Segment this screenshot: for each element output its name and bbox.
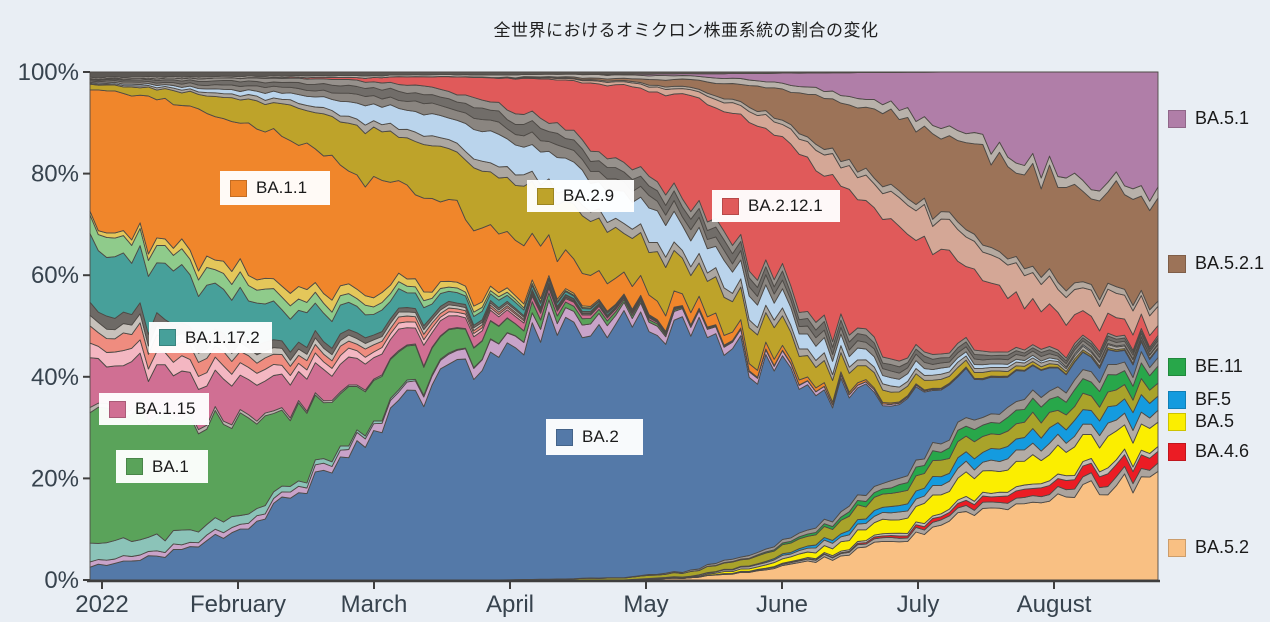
color-swatch-icon <box>126 458 143 475</box>
chart-label-BA.1: BA.1 <box>116 450 208 483</box>
chart-label-text: BA.2.9 <box>563 186 615 205</box>
color-swatch-icon <box>159 329 176 346</box>
legend-label: BE.11 <box>1195 356 1243 376</box>
color-swatch-icon <box>109 400 126 418</box>
y-axis-label: 20% <box>31 465 79 492</box>
x-axis-label: February <box>190 591 286 618</box>
chart-title: 全世界におけるオミクロン株亜系統の割合の変化 <box>493 21 879 40</box>
x-axis-label: July <box>897 591 940 618</box>
legend-label: BA.5.2 <box>1195 537 1250 557</box>
chart-label-text: BA.1.15 <box>135 399 196 418</box>
legend-label: BA.5.2.1 <box>1195 253 1265 273</box>
y-axis-label: 60% <box>31 262 79 289</box>
color-swatch-icon <box>722 197 739 215</box>
chart-label-BA.1.1: BA.1.1 <box>220 171 330 205</box>
chart-label-BA.2.12.1: BA.2.12.1 <box>712 190 840 222</box>
legend-label: BA.5 <box>1195 411 1235 431</box>
color-swatch-icon <box>1168 538 1186 557</box>
chart-label-text: BA.1.17.2 <box>185 327 260 347</box>
chart-label-BA.1.15: BA.1.15 <box>99 393 209 425</box>
color-swatch-icon <box>1168 254 1186 273</box>
legend-item-BA.5.2.1: BA.5.2.1 <box>1168 253 1264 274</box>
color-swatch-icon <box>537 187 554 205</box>
color-swatch-icon <box>1168 412 1186 431</box>
legend-item-BE.11: BE.11 <box>1168 356 1243 377</box>
legend-label: BF.5 <box>1195 389 1232 409</box>
chart-label-BA.2: BA.2 <box>546 419 643 455</box>
legend-item-BA.5.1: BA.5.1 <box>1168 108 1249 129</box>
color-swatch-icon <box>230 179 247 197</box>
x-axis-label: May <box>623 591 668 618</box>
color-swatch-icon <box>1168 442 1186 461</box>
y-axis-label: 40% <box>31 364 79 391</box>
chart-label-text: BA.1 <box>152 456 189 476</box>
color-swatch-icon <box>556 428 573 446</box>
legend-label: BA.5.1 <box>1195 108 1250 128</box>
chart-label-text: BA.2.12.1 <box>748 196 823 215</box>
chart-label-text: BA.2 <box>582 427 619 446</box>
x-axis-label: April <box>486 591 534 618</box>
color-swatch-icon <box>1168 109 1186 128</box>
chart-label-BA.2.9: BA.2.9 <box>527 180 634 212</box>
color-swatch-icon <box>1168 390 1186 409</box>
legend-item-BA.5: BA.5 <box>1168 411 1234 432</box>
y-axis-label: 100% <box>18 59 79 86</box>
chart-label-BA.1.17.2: BA.1.17.2 <box>149 322 272 353</box>
legend-item-BA.5.2: BA.5.2 <box>1168 537 1249 558</box>
chart-label-text: BA.1.1 <box>256 178 308 197</box>
legend-item-BA.4.6: BA.4.6 <box>1168 441 1249 462</box>
x-axis-label: August <box>1017 591 1092 618</box>
x-axis-label: March <box>341 591 408 618</box>
legend-item-BF.5: BF.5 <box>1168 389 1231 410</box>
x-axis-label: 2022 <box>75 591 128 618</box>
y-axis-label: 80% <box>31 161 79 188</box>
area-band-other-top <box>89 71 1159 79</box>
x-axis-label: June <box>756 591 808 618</box>
y-axis-label: 0% <box>44 567 79 594</box>
color-swatch-icon <box>1168 357 1186 376</box>
legend-label: BA.4.6 <box>1195 441 1250 461</box>
